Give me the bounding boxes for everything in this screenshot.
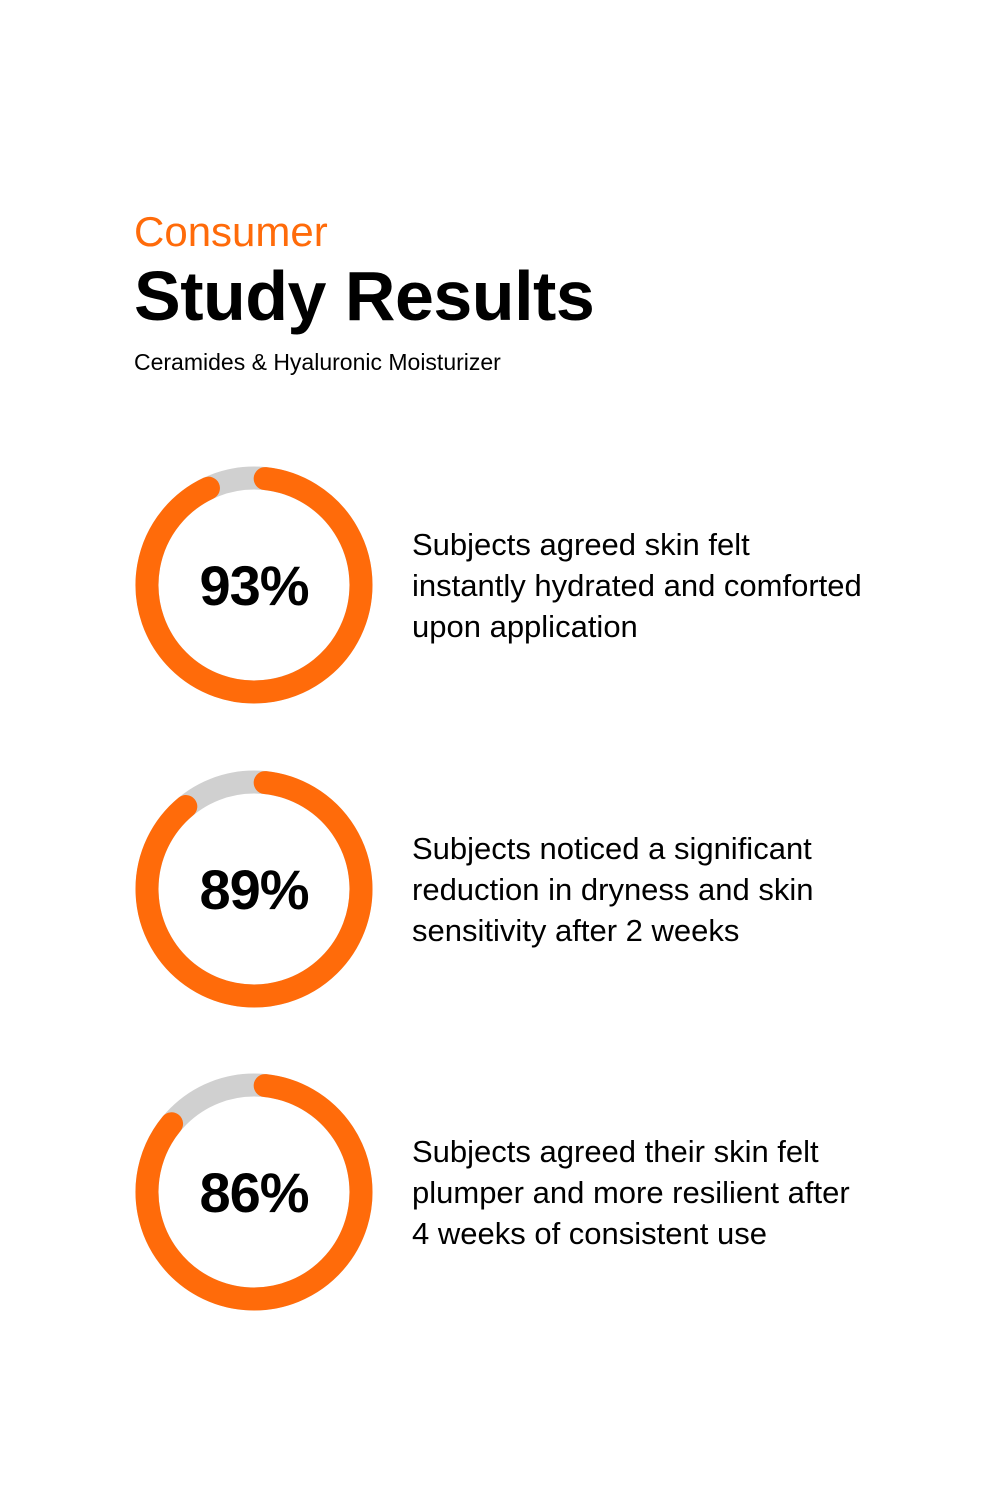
stat-item-dryness: 89% Subjects noticed a significant reduc… [134,769,874,1009]
donut-arc [135,467,373,704]
eyebrow-text: Consumer [134,208,328,255]
stat-description: Subjects noticed a significant reduction… [412,830,814,948]
stat-description: Subjects agreed their skin felt plumper … [412,1133,850,1251]
donut-arc [135,771,373,1008]
product-subtitle: Ceramides & Hyaluronic Moisturizer [134,349,501,375]
percent-label: 93% [199,553,309,617]
stat-item-plumpness: 86% Subjects agreed their skin felt plum… [134,1072,874,1312]
donut-chart [134,1072,374,1312]
donut-chart [134,769,374,1009]
donut-arc [135,1074,373,1311]
header: Consumer Study Results Ceramides & Hyalu… [134,208,894,376]
percent-label: 89% [199,857,309,921]
stat-description: Subjects agreed skin felt instantly hydr… [412,526,862,644]
donut-chart [134,465,374,705]
stat-item-hydration: 93% Subjects agreed skin felt instantly … [134,465,874,705]
percent-label: 86% [199,1160,309,1224]
page-title: Study Results [134,257,595,335]
